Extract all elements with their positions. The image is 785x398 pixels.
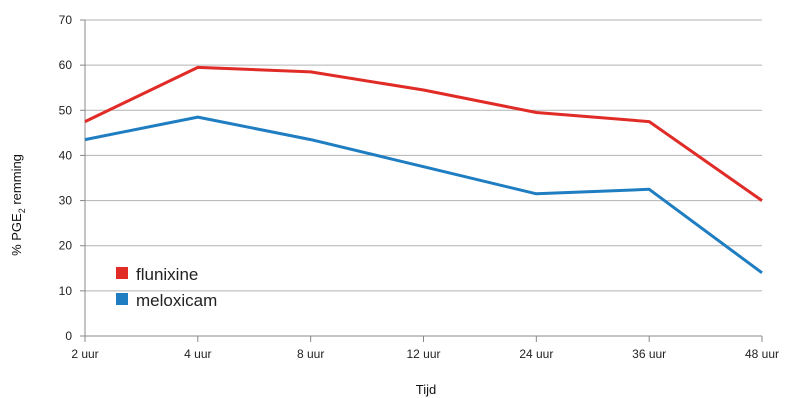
legend: flunixine meloxicam (116, 265, 217, 310)
y-axis-title-prefix: % PGE (9, 213, 24, 256)
axes: 0 10 20 30 40 50 60 70 2 uur 4 uur 8 uur 12 uur 24 u… (59, 13, 779, 361)
legend-swatch-flunixine (116, 267, 128, 279)
y-tick-label-50: 50 (59, 103, 73, 117)
series-lines (84, 65, 763, 275)
y-axis-title-suffix: remming (9, 154, 24, 208)
legend-swatch-meloxicam (116, 293, 128, 305)
x-axis-title: Tijd (416, 382, 436, 397)
x-tick-label-3: 12 uur (406, 347, 440, 361)
legend-item-meloxicam: meloxicam (116, 291, 217, 310)
x-tick-label-0: 2 uur (71, 347, 98, 361)
gridlines (85, 19, 762, 292)
y-tick-label-70: 70 (59, 13, 73, 27)
x-tick-label-1: 4 uur (184, 347, 211, 361)
x-tick-label-6: 48 uur (745, 347, 779, 361)
y-tick-label-10: 10 (59, 284, 73, 298)
y-tick-label-30: 30 (59, 194, 73, 208)
y-axis-title: % PGE2 remming (9, 154, 27, 256)
y-tick-label-40: 40 (59, 148, 73, 162)
y-tick-label-0: 0 (65, 329, 72, 343)
series-line-flunixine (84, 65, 763, 202)
y-tick-label-20: 20 (59, 239, 73, 253)
series-line-meloxicam (84, 115, 763, 275)
y-tick-label-60: 60 (59, 58, 73, 72)
x-tick-label-5: 36 uur (632, 347, 666, 361)
x-tick-label-2: 8 uur (297, 347, 324, 361)
x-tick-label-4: 24 uur (519, 347, 553, 361)
legend-label-flunixine: flunixine (136, 265, 198, 284)
legend-label-meloxicam: meloxicam (136, 291, 217, 310)
y-axis-title-subscript: 2 (17, 208, 27, 213)
legend-item-flunixine: flunixine (116, 265, 198, 284)
